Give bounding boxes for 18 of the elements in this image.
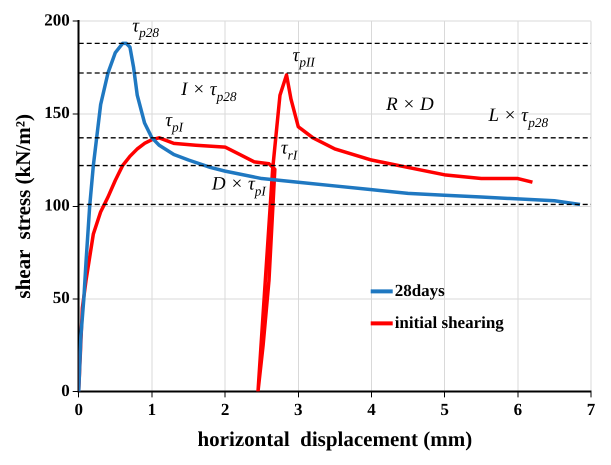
x-tick-label: 6 bbox=[514, 400, 522, 419]
x-tick-label: 2 bbox=[220, 400, 230, 419]
x-tick-label: 4 bbox=[367, 400, 376, 419]
x-tick-label: 3 bbox=[294, 400, 303, 419]
x-tick-label: 1 bbox=[148, 400, 156, 419]
y-axis-title: shear stress (kN/m²) bbox=[11, 114, 36, 299]
y-tick-label: 200 bbox=[44, 10, 70, 30]
legend-label: 28days bbox=[394, 280, 446, 300]
y-tick-label: 150 bbox=[44, 103, 70, 122]
x-axis-title: horizontal displacement (mm) bbox=[197, 426, 472, 451]
y-tick-label: 50 bbox=[52, 288, 70, 308]
y-tick-label: 0 bbox=[61, 380, 70, 400]
y-tick-label: 100 bbox=[44, 196, 70, 215]
x-tick-label: 0 bbox=[74, 400, 83, 419]
legend-label: initial shearing bbox=[394, 312, 504, 332]
x-tick-label: 7 bbox=[586, 400, 596, 419]
x-tick-label: 5 bbox=[440, 400, 449, 419]
annotation: R × D bbox=[385, 94, 434, 116]
